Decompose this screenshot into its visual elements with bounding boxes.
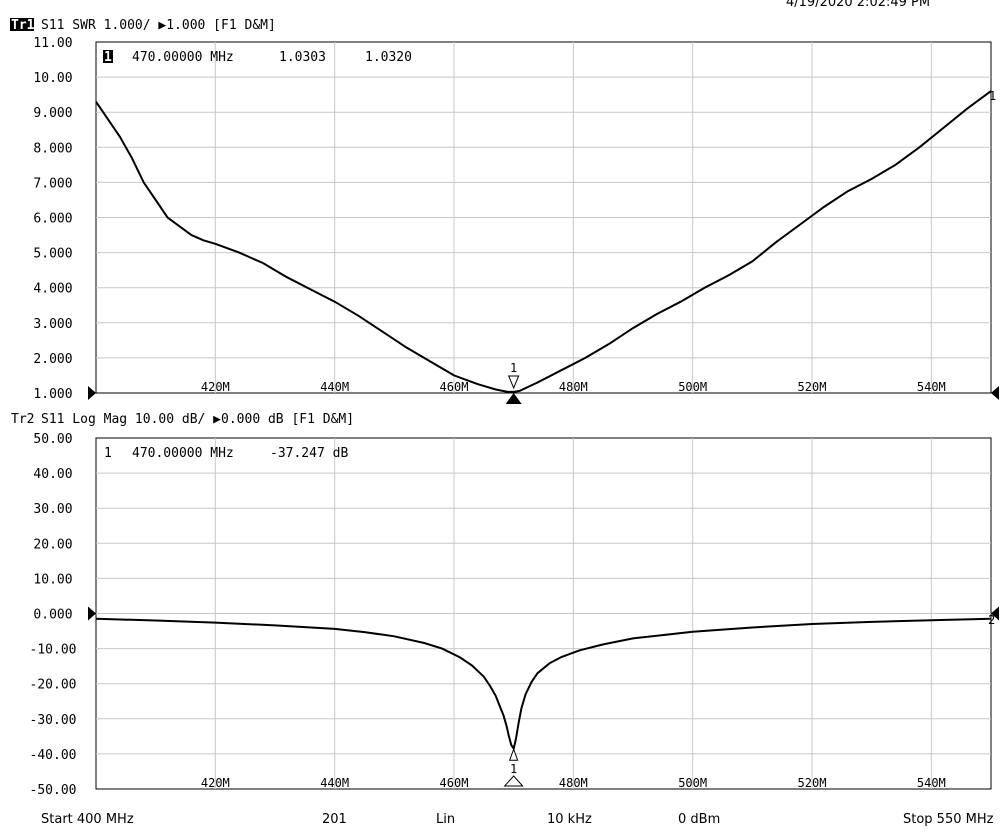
tr2-x-tick-label: 500M: [678, 776, 707, 790]
tr2-grid: [96, 438, 991, 789]
tr2-header-text: S11 Log Mag 10.00 dB/ ▶0.000 dB [F1 D&M]: [41, 412, 354, 427]
tr1-readout-id-box: [103, 50, 113, 63]
tr1-readout-value2: 1.0320: [365, 50, 412, 65]
tr2-y-tick-label: 30.00: [33, 502, 72, 517]
tr1-y-tick-label: 11.00: [33, 36, 72, 51]
status-bar-bg: [0, 808, 1006, 832]
status-bar: Start 400 MHz 201 Lin 10 kHz 0 dBm Stop …: [0, 808, 1006, 832]
tr1-tag-box[interactable]: [10, 18, 34, 31]
tr1-x-tick-label: 480M: [559, 380, 588, 394]
tr2-reference-arrows: [88, 606, 999, 621]
tr2-marker-label: 1: [510, 762, 517, 776]
tr2-y-tick-label: 10.00: [33, 572, 72, 587]
tr2-readout-value: -37.247 dB: [270, 446, 348, 461]
tr1-y-tick-label: 6.000: [33, 212, 72, 227]
tr2-y-tick-label: -50.00: [30, 783, 77, 798]
status-start[interactable]: Start 400 MHz: [41, 812, 134, 827]
tr2-marker-readout: 1 470.00000 MHz -37.247 dB: [104, 446, 348, 461]
tr1-y-tick-label: 2.000: [33, 352, 72, 367]
tr1-ref-arrow-right-icon: [991, 386, 999, 400]
tr2-marker-icon: [508, 747, 519, 761]
tr1-x-tick-label: 460M: [440, 380, 469, 394]
tr2-ref-arrow-left-icon: [88, 606, 96, 621]
tr1-y-tick-label: 3.000: [33, 317, 72, 332]
tr2-x-tick-label: 440M: [320, 776, 349, 790]
tr2-y-tick-label: -10.00: [30, 643, 77, 658]
tr2-ref-arrow-right-icon: [991, 606, 999, 621]
tr1-y-tick-label: 1.000: [33, 387, 72, 402]
timestamp: 4/19/2020 2:02:49 PM: [786, 0, 930, 10]
tr2-y-tick-label: -40.00: [30, 748, 77, 763]
tr1-active-marker-icon[interactable]: [505, 393, 522, 404]
tr1-tag[interactable]: Tr1: [11, 18, 35, 33]
tr1-y-tick-label: 7.000: [33, 176, 72, 191]
tr2-y-tick-label: 50.00: [33, 432, 72, 447]
tr2-tag[interactable]: Tr2: [11, 412, 34, 427]
status-points[interactable]: 201: [322, 812, 347, 827]
tr1-y-tick-labels: 11.00 10.00 9.000 8.000 7.000 6.000 5.000 4.000…: [33, 36, 72, 402]
status-ifbw[interactable]: 10 kHz: [547, 812, 592, 827]
tr2-x-tick-labels: 420M 440M 460M 480M 500M 520M 540M: [201, 776, 946, 790]
tr1-y-tick-label: 4.000: [33, 282, 72, 297]
tr2-x-tick-label: 540M: [917, 776, 946, 790]
tr1-x-tick-label: 440M: [320, 380, 349, 394]
tr1-y-tick-label: 10.00: [33, 71, 72, 86]
tr1-readout-value: 1.0303: [279, 50, 326, 65]
tr2-marker-1[interactable]: 1: [508, 747, 519, 776]
tr2-x-tick-label: 420M: [201, 776, 230, 790]
tr1-trace-end-label: 1: [989, 89, 996, 103]
tr1-x-tick-label: 420M: [201, 380, 230, 394]
tr1-x-tick-label: 500M: [678, 380, 707, 394]
tr2-y-tick-label: 20.00: [33, 537, 72, 552]
tr2-header[interactable]: Tr2 S11 Log Mag 10.00 dB/ ▶0.000 dB [F1 …: [11, 412, 354, 427]
tr2-x-tick-label: 480M: [559, 776, 588, 790]
tr1-x-tick-labels: 420M 440M 460M 480M 500M 520M 540M: [201, 380, 946, 394]
status-power[interactable]: 0 dBm: [678, 812, 720, 827]
status-sweep-type[interactable]: Lin: [436, 812, 455, 827]
tr2-y-tick-label: -20.00: [30, 678, 77, 693]
tr1-reference-arrows: [88, 386, 999, 400]
tr1-readout-id: 1: [104, 50, 112, 65]
tr1-y-tick-label: 5.000: [33, 247, 72, 262]
tr1-ref-arrow-left-icon: [88, 386, 96, 400]
tr2-plot[interactable]: 50.00 40.00 30.00 20.00 10.00 0.000 -10.00 -20.…: [30, 432, 999, 798]
tr1-readout-freq: 470.00000 MHz: [132, 50, 234, 65]
tr1-x-tick-label: 540M: [917, 380, 946, 394]
tr1-grid: [96, 42, 991, 393]
tr2-y-tick-label: 0.000: [33, 608, 72, 623]
status-stop[interactable]: Stop 550 MHz: [903, 812, 994, 827]
tr2-x-tick-label: 520M: [798, 776, 827, 790]
tr1-y-tick-label: 9.000: [33, 106, 72, 121]
tr2-readout-freq: 470.00000 MHz: [132, 446, 234, 461]
tr1-marker-label: 1: [510, 361, 517, 375]
tr2-y-tick-label: 40.00: [33, 467, 72, 482]
tr2-trace-line: [95, 617, 992, 752]
tr2-trace-end-label: 2: [988, 613, 995, 627]
tr2-readout-id: 1: [104, 446, 112, 461]
tr1-marker-readout: 1 470.00000 MHz 1.0303 1.0320: [103, 50, 412, 65]
tr2-y-tick-label: -30.00: [30, 713, 77, 728]
tr1-header[interactable]: Tr1 S11 SWR 1.000/ ▶1.000 [F1 D&M]: [10, 18, 276, 33]
stimulus-marker-icon[interactable]: [503, 775, 524, 787]
tr1-y-tick-label: 8.000: [33, 141, 72, 156]
tr1-header-text: S11 SWR 1.000/ ▶1.000 [F1 D&M]: [41, 18, 276, 33]
tr1-x-tick-label: 520M: [798, 380, 827, 394]
tr1-plot[interactable]: 11.00 10.00 9.000 8.000 7.000 6.000 5.000 4.000…: [33, 36, 999, 404]
tr1-marker-1[interactable]: 1: [505, 361, 522, 404]
tr1-trace-line: [95, 90, 992, 393]
tr2-x-tick-label: 460M: [440, 776, 469, 790]
tr1-marker-icon: [507, 375, 520, 390]
tr2-y-tick-labels: 50.00 40.00 30.00 20.00 10.00 0.000 -10.00 -20.…: [30, 432, 77, 798]
